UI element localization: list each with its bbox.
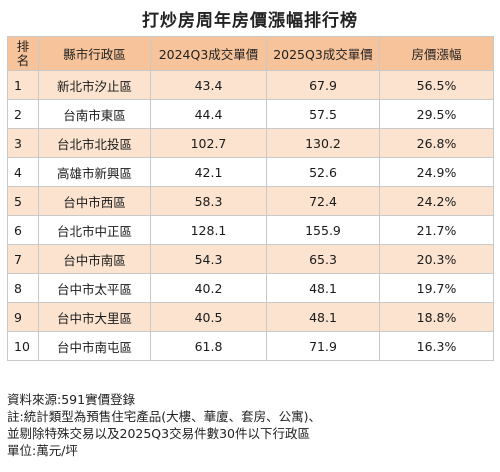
table-row: 9 台中市大里區 40.5 48.1 18.8% <box>7 302 494 332</box>
unit-note: 單位:萬元/坪 <box>7 443 78 458</box>
table-row: 10 台中市南屯區 61.8 71.9 16.3% <box>7 331 494 361</box>
table-row: 8 台中市太平區 40.2 48.1 19.7% <box>7 273 494 303</box>
table-row: 6 台北市中正區 128.1 155.9 21.7% <box>7 215 494 245</box>
header-rank-line1: 排 <box>16 38 30 54</box>
cell-district: 台南市東區 <box>38 99 151 129</box>
page-title: 打炒房周年房價漲幅排行榜 <box>142 11 358 31</box>
header-growth: 房價漲幅 <box>379 36 494 71</box>
cell-growth: 24.9% <box>379 157 494 187</box>
cell-price-2024: 54.3 <box>150 244 267 274</box>
cell-growth: 21.7% <box>379 215 494 245</box>
cell-growth: 26.8% <box>379 128 494 158</box>
cell-price-2025: 71.9 <box>266 331 380 361</box>
table-row: 4 高雄市新興區 42.1 52.6 24.9% <box>7 157 494 187</box>
cell-price-2024: 44.4 <box>150 99 267 129</box>
cell-price-2025: 57.5 <box>266 99 380 129</box>
cell-district: 台北市北投區 <box>38 128 151 158</box>
cell-price-2024: 40.2 <box>150 273 267 303</box>
cell-price-2024: 61.8 <box>150 331 267 361</box>
cell-growth: 24.2% <box>379 186 494 216</box>
cell-price-2025: 72.4 <box>266 186 380 216</box>
cell-price-2024: 43.4 <box>150 70 267 100</box>
source-note: 資料來源:591實價登錄 <box>7 392 136 407</box>
footnotes: 資料來源:591實價登錄 註:統計類型為預售住宅產品(大樓、華廈、套房、公寓)、… <box>7 391 493 459</box>
ranking-table: 排 名 縣市行政區 2024Q3成交單價 2025Q3成交單價 房價漲幅 1 新北… <box>7 36 494 361</box>
cell-price-2025: 65.3 <box>266 244 380 274</box>
cell-growth: 56.5% <box>379 70 494 100</box>
cell-district: 台中市南屯區 <box>38 331 151 361</box>
cell-growth: 20.3% <box>379 244 494 274</box>
criteria-note-line1: 註:統計類型為預售住宅產品(大樓、華廈、套房、公寓)、 <box>7 409 321 424</box>
cell-rank: 6 <box>7 215 39 245</box>
cell-price-2025: 67.9 <box>266 70 380 100</box>
cell-district: 台中市大里區 <box>38 302 151 332</box>
cell-rank: 5 <box>7 186 39 216</box>
cell-growth: 18.8% <box>379 302 494 332</box>
cell-rank: 8 <box>7 273 39 303</box>
cell-price-2024: 40.5 <box>150 302 267 332</box>
cell-district: 新北市汐止區 <box>38 70 151 100</box>
cell-district: 台中市西區 <box>38 186 151 216</box>
cell-price-2025: 155.9 <box>266 215 380 245</box>
cell-price-2024: 42.1 <box>150 157 267 187</box>
cell-price-2025: 48.1 <box>266 302 380 332</box>
table-row: 2 台南市東區 44.4 57.5 29.5% <box>7 99 494 129</box>
table-row: 1 新北市汐止區 43.4 67.9 56.5% <box>7 70 494 100</box>
table-row: 7 台中市南區 54.3 65.3 20.3% <box>7 244 494 274</box>
table-body: 1 新北市汐止區 43.4 67.9 56.5% 2 台南市東區 44.4 57.5 29.5% 3… <box>7 70 494 361</box>
cell-growth: 16.3% <box>379 331 494 361</box>
cell-price-2024: 102.7 <box>150 128 267 158</box>
cell-price-2025: 52.6 <box>266 157 380 187</box>
header-price-2024: 2024Q3成交單價 <box>150 36 267 71</box>
table-header-row: 排 名 縣市行政區 2024Q3成交單價 2025Q3成交單價 房價漲幅 <box>7 36 494 71</box>
cell-price-2024: 128.1 <box>150 215 267 245</box>
cell-price-2024: 58.3 <box>150 186 267 216</box>
header-price-2025: 2025Q3成交單價 <box>266 36 380 71</box>
cell-rank: 3 <box>7 128 39 158</box>
cell-growth: 29.5% <box>379 99 494 129</box>
cell-rank: 2 <box>7 99 39 129</box>
cell-rank: 4 <box>7 157 39 187</box>
criteria-note-line2: 並剔除特殊交易以及2025Q3交易件數30件以下行政區 <box>7 426 311 441</box>
cell-rank: 10 <box>7 331 39 361</box>
header-district: 縣市行政區 <box>38 36 151 71</box>
cell-growth: 19.7% <box>379 273 494 303</box>
cell-rank: 1 <box>7 70 39 100</box>
cell-district: 台北市中正區 <box>38 215 151 245</box>
cell-district: 高雄市新興區 <box>38 157 151 187</box>
table-row: 3 台北市北投區 102.7 130.2 26.8% <box>7 128 494 158</box>
cell-rank: 9 <box>7 302 39 332</box>
cell-price-2025: 48.1 <box>266 273 380 303</box>
cell-price-2025: 130.2 <box>266 128 380 158</box>
header-rank: 排 名 <box>7 36 39 71</box>
header-rank-line2: 名 <box>16 52 30 68</box>
cell-rank: 7 <box>7 244 39 274</box>
cell-district: 台中市南區 <box>38 244 151 274</box>
table-row: 5 台中市西區 58.3 72.4 24.2% <box>7 186 494 216</box>
cell-district: 台中市太平區 <box>38 273 151 303</box>
